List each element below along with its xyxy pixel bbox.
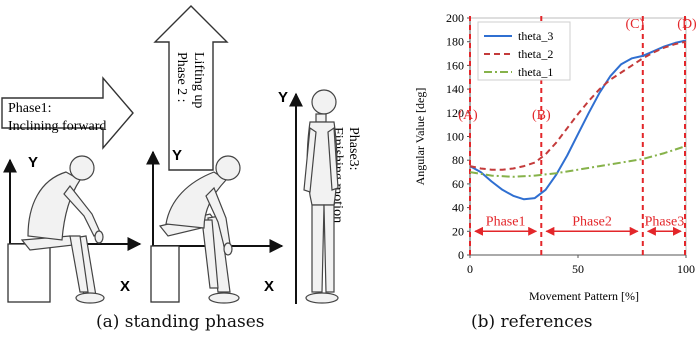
legend-label-theta-2: theta_2 — [518, 47, 553, 61]
y-tick-label: 40 — [452, 201, 464, 215]
y-tick-label: 120 — [446, 106, 464, 120]
x-tick-label: 50 — [572, 262, 584, 276]
phase1-label-2: Inclining forward — [8, 119, 106, 134]
x-tick-label: 0 — [467, 262, 473, 276]
y-tick-label: 140 — [446, 82, 464, 96]
caption-b: (b) references — [471, 312, 593, 332]
x-tick-label: 100 — [677, 262, 695, 276]
marker-label: (C) — [625, 17, 644, 32]
axis-y-label-3: Y — [278, 89, 288, 106]
legend-label-theta-1: theta_1 — [518, 65, 553, 79]
phase2-arrow: Phase 2 : Lifting up — [153, 5, 229, 171]
marker-label: (A) — [458, 108, 478, 123]
axis-x-label-1: X — [120, 278, 130, 295]
legend-box — [477, 21, 571, 81]
marker-label: (D) — [677, 17, 697, 32]
y-tick-label: 180 — [446, 35, 464, 49]
phase1-arrow: Phase1: Inclining forward — [1, 76, 134, 150]
mannequin-standing — [303, 89, 339, 304]
chart-axes: 0 20 40 60 80 100 120 140 160 180 200 0 50 100 Movemen… — [413, 11, 695, 303]
axis-x-label-2: X — [264, 278, 274, 295]
chart-legend: theta_3 theta_2 theta_1 — [477, 21, 571, 81]
y-tick-label: 80 — [452, 153, 464, 167]
chair-2 — [150, 245, 180, 303]
y-tick-label: 160 — [446, 58, 464, 72]
y-tick-label: 60 — [452, 177, 464, 191]
y-tick-label: 200 — [446, 11, 464, 25]
phase2-label: Phase 2 : — [174, 52, 189, 103]
axis-y-label-1: Y — [28, 154, 38, 171]
phase-band-label: Phase2 — [572, 214, 612, 229]
y-tick-label: 20 — [452, 224, 464, 238]
y-axis-title: Angular Value [deg] — [413, 88, 427, 186]
chart-series — [469, 39, 687, 201]
phase3-label: Phase3: — [346, 127, 361, 171]
axis-y-label-2: Y — [172, 147, 182, 164]
chair-1 — [7, 243, 51, 303]
mannequin-inclining — [20, 155, 105, 304]
phase2-label-2: Lifting up — [191, 52, 206, 108]
legend-label-theta-3: theta_3 — [518, 29, 553, 43]
series-line-theta-1 — [469, 145, 687, 178]
phase-band-label: Phase1 — [486, 214, 526, 229]
chart-panel-b: 0 20 40 60 80 100 120 140 160 180 200 0 50 100 Movemen… — [413, 11, 697, 303]
mannequin-lifting — [158, 155, 241, 304]
series-line-theta-3 — [469, 39, 687, 201]
phase1-label: Phase1: — [8, 101, 52, 116]
x-axis-title: Movement Pattern [%] — [529, 289, 639, 303]
y-tick-label: 0 — [458, 248, 464, 262]
phase-band-label: Phase3 — [645, 214, 685, 229]
panel-a: Phase1: Inclining forward Phase 2 : Lift… — [1, 5, 361, 304]
series-line-theta-2 — [469, 40, 687, 171]
y-tick-label: 100 — [446, 130, 464, 144]
marker-label: (B) — [532, 108, 551, 123]
caption-a: (a) standing phases — [96, 312, 265, 332]
